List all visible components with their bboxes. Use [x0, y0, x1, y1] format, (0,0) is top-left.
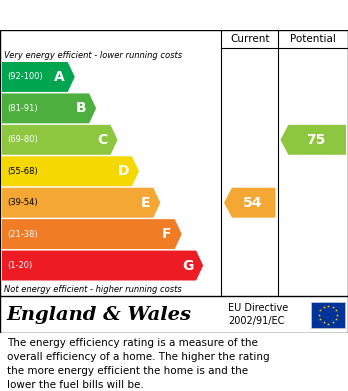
Polygon shape [280, 125, 346, 155]
Text: EU Directive
2002/91/EC: EU Directive 2002/91/EC [228, 303, 288, 326]
Text: D: D [117, 164, 129, 178]
Polygon shape [2, 251, 203, 280]
Text: F: F [162, 227, 172, 241]
Text: A: A [54, 70, 65, 84]
Text: (55-68): (55-68) [7, 167, 38, 176]
Polygon shape [2, 219, 182, 249]
Bar [311, 301, 345, 328]
Text: Not energy efficient - higher running costs: Not energy efficient - higher running co… [4, 285, 182, 294]
Text: (1-20): (1-20) [7, 261, 32, 270]
Text: (81-91): (81-91) [7, 104, 38, 113]
Text: C: C [97, 133, 108, 147]
Text: Potential: Potential [290, 34, 336, 44]
Polygon shape [2, 93, 96, 123]
Text: Current: Current [230, 34, 269, 44]
Text: (92-100): (92-100) [7, 72, 43, 81]
Text: 75: 75 [306, 133, 326, 147]
Text: (21-38): (21-38) [7, 230, 38, 239]
Polygon shape [2, 125, 118, 155]
Polygon shape [2, 62, 75, 92]
Text: The energy efficiency rating is a measure of the
overall efficiency of a home. T: The energy efficiency rating is a measur… [7, 337, 270, 389]
Text: B: B [76, 101, 86, 115]
Text: (39-54): (39-54) [7, 198, 38, 207]
Polygon shape [2, 188, 160, 218]
Text: England & Wales: England & Wales [6, 305, 191, 323]
Text: E: E [141, 196, 150, 210]
Text: G: G [182, 258, 193, 273]
Text: 54: 54 [243, 196, 262, 210]
Text: Energy Efficiency Rating: Energy Efficiency Rating [9, 7, 230, 23]
Text: Very energy efficient - lower running costs: Very energy efficient - lower running co… [4, 50, 182, 59]
Text: (69-80): (69-80) [7, 135, 38, 144]
Polygon shape [224, 188, 275, 218]
Polygon shape [2, 156, 139, 186]
